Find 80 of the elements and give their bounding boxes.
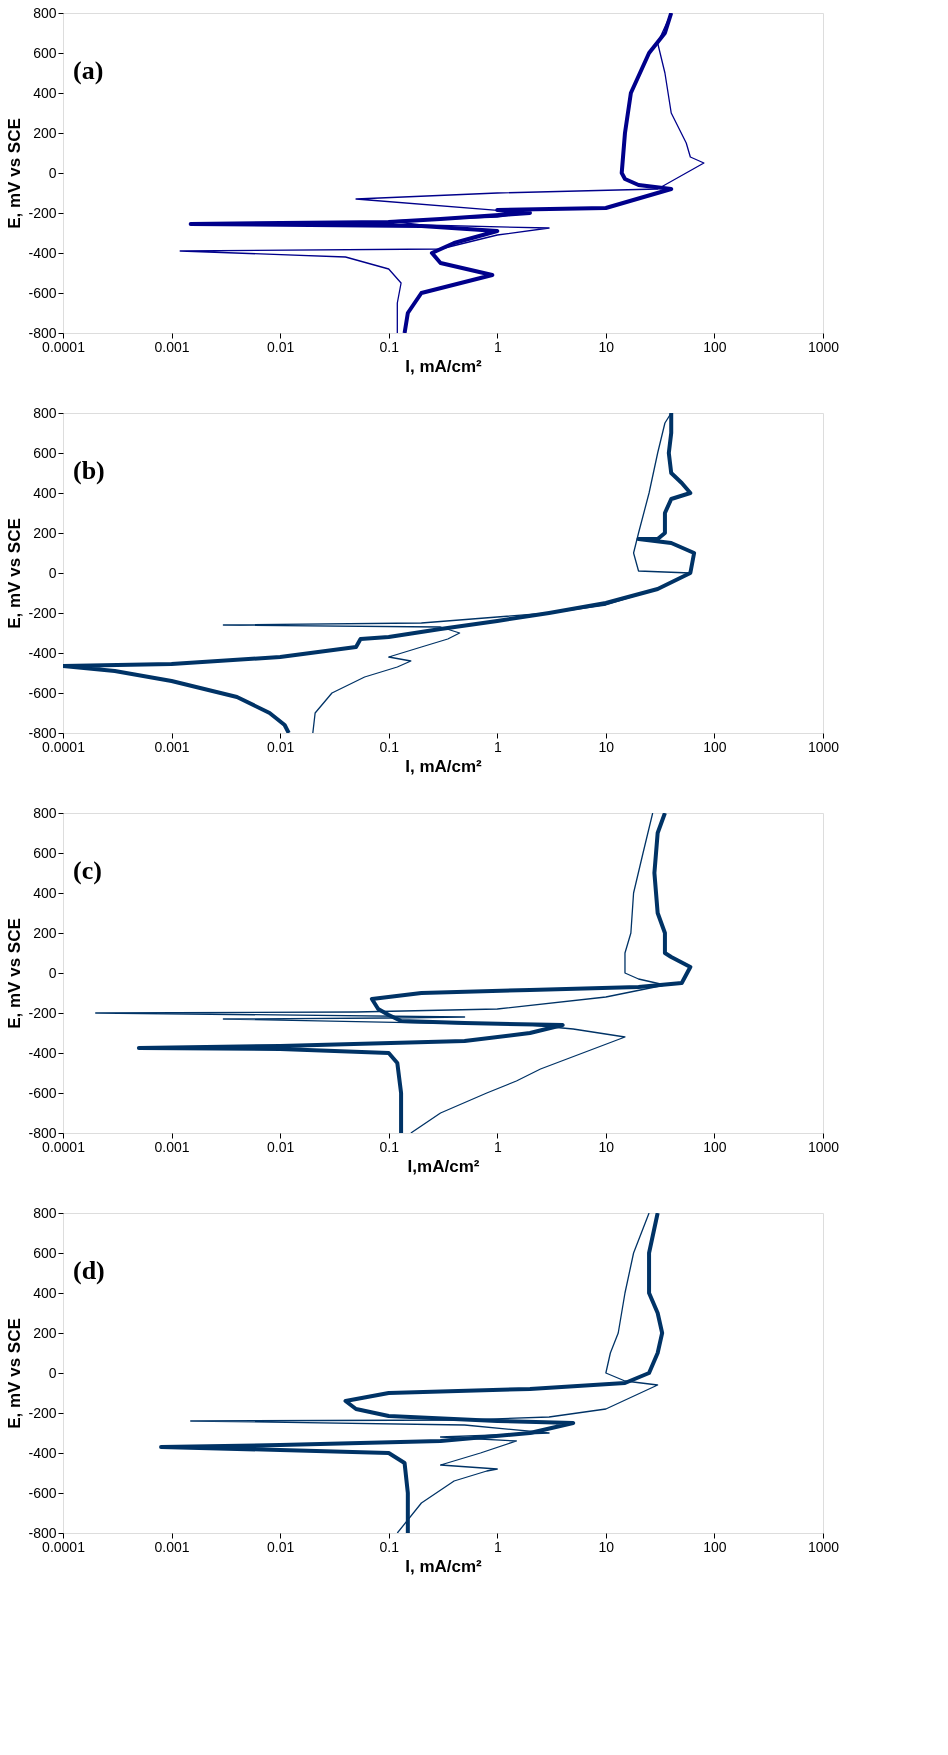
x-tick-label: 100 [703, 338, 727, 355]
annotation: (c) [73, 855, 102, 885]
y-axis-title: E, mV vs SCE [5, 918, 25, 1029]
y-tick-label: -400 [28, 244, 57, 261]
x-tick-label: 0.01 [267, 738, 295, 755]
y-tick-label: 200 [33, 1324, 57, 1341]
y-tick-label: -200 [28, 1404, 57, 1421]
x-tick-label: 0.001 [154, 1538, 190, 1555]
x-tick-label: 100 [703, 1538, 727, 1555]
x-tick-label: 1 [493, 1538, 502, 1555]
y-axis-title: E, mV vs SCE [5, 518, 25, 629]
y-tick-label: -600 [28, 1484, 57, 1501]
y-tick-label: 400 [33, 884, 57, 901]
y-axis-title: E, mV vs SCE [5, 118, 25, 229]
x-tick-label: 0.0001 [42, 338, 86, 355]
annotation: (b) [73, 455, 105, 485]
y-tick-label: 200 [33, 924, 57, 941]
y-tick-label: -400 [28, 1444, 57, 1461]
y-tick-label: 600 [33, 44, 57, 61]
annotation: (a) [73, 55, 104, 85]
y-tick-label: -200 [28, 1004, 57, 1021]
x-tick-label: 100 [703, 738, 727, 755]
x-tick-label: 0.01 [267, 1138, 295, 1155]
y-tick-label: -400 [28, 644, 57, 661]
x-tick-label: 1000 [807, 338, 840, 355]
y-tick-label: 800 [33, 404, 57, 421]
x-tick-label: 0.01 [267, 1538, 295, 1555]
x-tick-label: 1 [493, 338, 502, 355]
y-tick-label: -400 [28, 1044, 57, 1061]
x-tick-label: 0.1 [379, 1538, 400, 1555]
x-tick-label: 0.01 [267, 338, 295, 355]
x-tick-label: 10 [598, 1138, 615, 1155]
y-tick-label: -800 [28, 724, 57, 741]
y-tick-label: -800 [28, 1524, 57, 1541]
y-tick-label: 400 [33, 84, 57, 101]
x-tick-label: 0.1 [379, 1138, 400, 1155]
y-tick-label: 600 [33, 444, 57, 461]
y-tick-label: -600 [28, 684, 57, 701]
y-tick-label: 0 [48, 564, 57, 581]
x-tick-label: 1000 [807, 1138, 840, 1155]
y-tick-label: 600 [33, 844, 57, 861]
y-tick-label: -800 [28, 324, 57, 341]
annotation: (d) [73, 1255, 105, 1285]
x-tick-label: 100 [703, 1138, 727, 1155]
x-tick-label: 0.1 [379, 738, 400, 755]
y-tick-label: -800 [28, 1124, 57, 1141]
x-tick-label: 10 [598, 338, 615, 355]
x-tick-label: 1 [493, 1138, 502, 1155]
y-tick-label: 800 [33, 4, 57, 21]
x-tick-label: 0.001 [154, 338, 190, 355]
y-tick-label: 200 [33, 124, 57, 141]
x-axis-title: I, mA/cm² [405, 756, 483, 776]
x-tick-label: 0.0001 [42, 1538, 86, 1555]
x-tick-label: 1000 [807, 1538, 840, 1555]
y-tick-label: 200 [33, 524, 57, 541]
x-tick-label: 1 [493, 738, 502, 755]
y-tick-label: 0 [48, 964, 57, 981]
y-tick-label: -600 [28, 1084, 57, 1101]
x-axis-title: I, mA/cm² [405, 1556, 483, 1576]
x-tick-label: 10 [598, 738, 615, 755]
y-tick-label: -600 [28, 284, 57, 301]
y-tick-label: 600 [33, 1244, 57, 1261]
y-tick-label: -200 [28, 204, 57, 221]
x-tick-label: 0.0001 [42, 1138, 86, 1155]
y-axis-title: E, mV vs SCE [5, 1318, 25, 1429]
y-tick-label: -200 [28, 604, 57, 621]
y-tick-label: 400 [33, 1284, 57, 1301]
x-tick-label: 10 [598, 1538, 615, 1555]
y-tick-label: 400 [33, 484, 57, 501]
x-tick-label: 0.1 [379, 338, 400, 355]
x-axis-title: I,mA/cm² [407, 1156, 480, 1176]
y-tick-label: 0 [48, 1364, 57, 1381]
y-tick-label: 0 [48, 164, 57, 181]
x-tick-label: 1000 [807, 738, 840, 755]
y-tick-label: 800 [33, 1204, 57, 1221]
x-tick-label: 0.001 [154, 738, 190, 755]
x-tick-label: 0.0001 [42, 738, 86, 755]
x-axis-title: I, mA/cm² [405, 356, 483, 376]
y-tick-label: 800 [33, 804, 57, 821]
x-tick-label: 0.001 [154, 1138, 190, 1155]
